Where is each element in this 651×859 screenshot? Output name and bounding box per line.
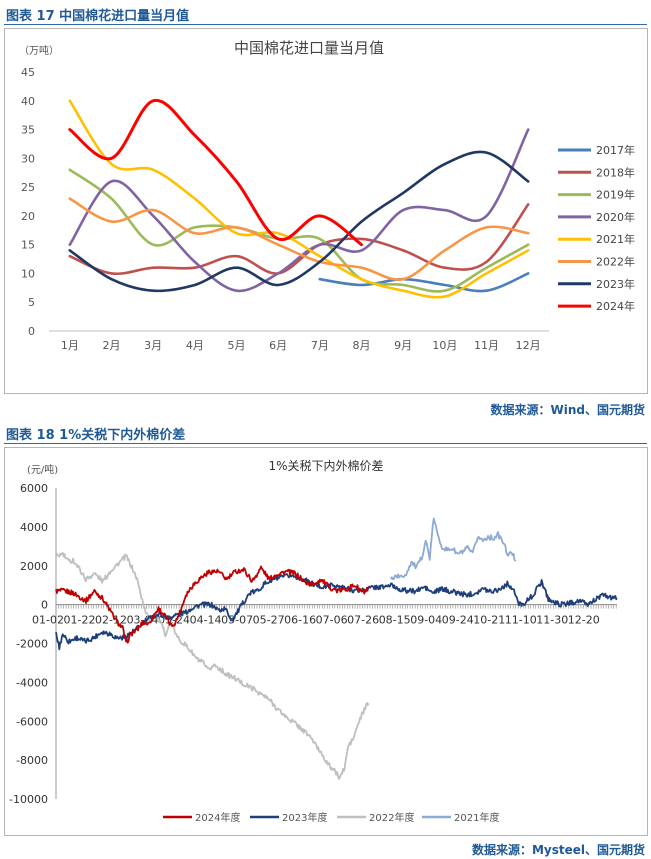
figure2-chart-frame: 1%关税下内外棉价差 (元/吨) -10000 -8000 -6000 -4000 -200… [4,447,648,836]
chart2-x-tick-label: 07-26 [347,614,379,627]
figure1-source: 数据来源：Wind、国元期货 [490,403,645,417]
chart2-title: 1%关税下内外棉价差 [268,459,383,473]
chart1-series-line-2022年 [68,197,530,281]
chart2-y-tick-label: -4000 [16,676,48,689]
chart2-legend-label: 2023年度 [282,811,327,824]
chart1-legend-label: 2020年 [596,210,635,224]
chart1-legend-label: 2023年 [596,277,635,291]
chart2-series-line-2021年度 [390,517,517,581]
chart1-series-line-2018年 [68,203,530,276]
figure1-caption-rule [4,24,647,25]
chart1-x-tick-label: 2月 [103,339,121,352]
chart2-x-tick-label: 11-30 [536,614,568,627]
chart1-x-tick-label: 11月 [474,339,499,352]
chart2-series-line-2023年度 [55,573,618,651]
chart2-x-tick-label: 09-04 [410,614,442,627]
chart2-x-tick-label: 01-02 [32,614,64,627]
chart2-x-tick-label: 05-07 [221,614,253,627]
chart1-x-tick-label: 9月 [394,339,412,352]
chart1-y-tick-label: 20 [21,210,35,223]
chart2-y-tick-label: -2000 [16,638,48,651]
chart1-x-tick-label: 5月 [228,339,246,352]
chart1-title: 中国棉花进口量当月值 [234,39,384,57]
chart2-y-tick-label: -8000 [16,754,48,767]
figure1-chart-frame: 中国棉花进口量当月值 （万吨） 0 5 10 15 20 25 30 35 40 45 1月 2月 3月 4月… [4,28,648,394]
figure1-chart: 中国棉花进口量当月值 （万吨） 0 5 10 15 20 25 30 35 40 45 1月 2月 3月 4月… [19,39,635,352]
chart2-legend-label: 2021年度 [454,811,499,824]
chart2-x-tick-label: 06-16 [284,614,316,627]
chart1-x-tick-label: 8月 [353,339,371,352]
chart1-y-tick-label: 15 [21,239,35,252]
chart1-series-line-2020年 [68,128,530,293]
chart2-legend-label: 2024年度 [195,811,240,824]
figure2-chart: 1%关税下内外棉价差 (元/吨) -10000 -8000 -6000 -4000 -200… [9,459,618,824]
chart1-series-line-2017年 [318,272,530,293]
chart1-legend-label: 2022年 [596,255,635,269]
chart1-unit-label: （万吨） [19,44,59,57]
chart2-x-tick-label: 09-24 [442,614,474,627]
chart2-x-tick-label: 02-12 [95,614,127,627]
chart2-x-tick-label: 08-15 [379,614,411,627]
chart1-y-tick-label: 45 [21,66,35,79]
chart2-x-tick-label: 11-10 [505,614,537,627]
chart1-x-tick-label: 12月 [516,339,541,352]
chart2-y-tick-label: 6000 [20,482,48,495]
chart2-series-line-2024年度 [55,565,370,644]
chart2-series-line-2022年度 [55,552,370,780]
figure1-caption: 图表 17 中国棉花进口量当月值 [6,9,190,24]
figure2-caption-rule [4,443,647,444]
chart2-legend-label: 2022年度 [369,811,414,824]
chart1-legend-label: 2024年 [596,299,635,313]
chart2-x-tick-label: 12-20 [568,614,600,627]
chart2-y-tick-label: -6000 [16,715,48,728]
chart1-legend-label: 2018年 [596,165,635,179]
chart2-x-tick-label: 05-27 [253,614,285,627]
figure2-caption: 图表 18 1%关税下内外棉价差 [6,428,186,443]
chart2-x-tick-label: 10-21 [473,614,505,627]
figure2-source: 数据来源：Mysteel、国元期货 [471,843,645,857]
chart2-x-tick-label: 04-14 [190,614,222,627]
chart1-y-tick-label: 25 [21,181,35,194]
chart2-x-tick-label: 07-06 [316,614,348,627]
chart1-x-tick-label: 7月 [311,339,329,352]
chart1-x-tick-label: 3月 [144,339,162,352]
chart2-unit-label: (元/吨) [27,463,58,476]
chart1-series-line-2023年 [68,150,530,293]
chart1-y-tick-label: 0 [28,325,35,338]
chart1-x-tick-label: 4月 [186,339,204,352]
chart1-y-tick-label: 5 [28,296,35,309]
chart1-legend-label: 2017年 [596,143,635,157]
chart2-y-tick-label: 0 [41,599,48,612]
chart1-legend-label: 2019年 [596,188,635,202]
chart1-x-tick-label: 10月 [432,339,457,352]
chart1-x-tick-label: 6月 [269,339,287,352]
chart1-series-line-2021年 [68,99,530,299]
chart1-legend-label: 2021年 [596,232,635,246]
chart2-y-tick-label: 4000 [20,521,48,534]
chart2-y-tick-label: 2000 [20,560,48,573]
chart1-series-line-2019年 [68,168,530,293]
chart1-series-line-2024年 [68,99,363,247]
chart2-y-tick-label: -10000 [9,793,48,806]
chart1-x-tick-label: 1月 [61,339,79,352]
chart1-y-tick-label: 30 [21,152,35,165]
chart1-y-tick-label: 10 [21,267,35,280]
chart2-x-tick-label: 01-22 [64,614,96,627]
chart1-y-tick-label: 35 [21,124,35,137]
chart1-y-tick-label: 40 [21,95,35,108]
